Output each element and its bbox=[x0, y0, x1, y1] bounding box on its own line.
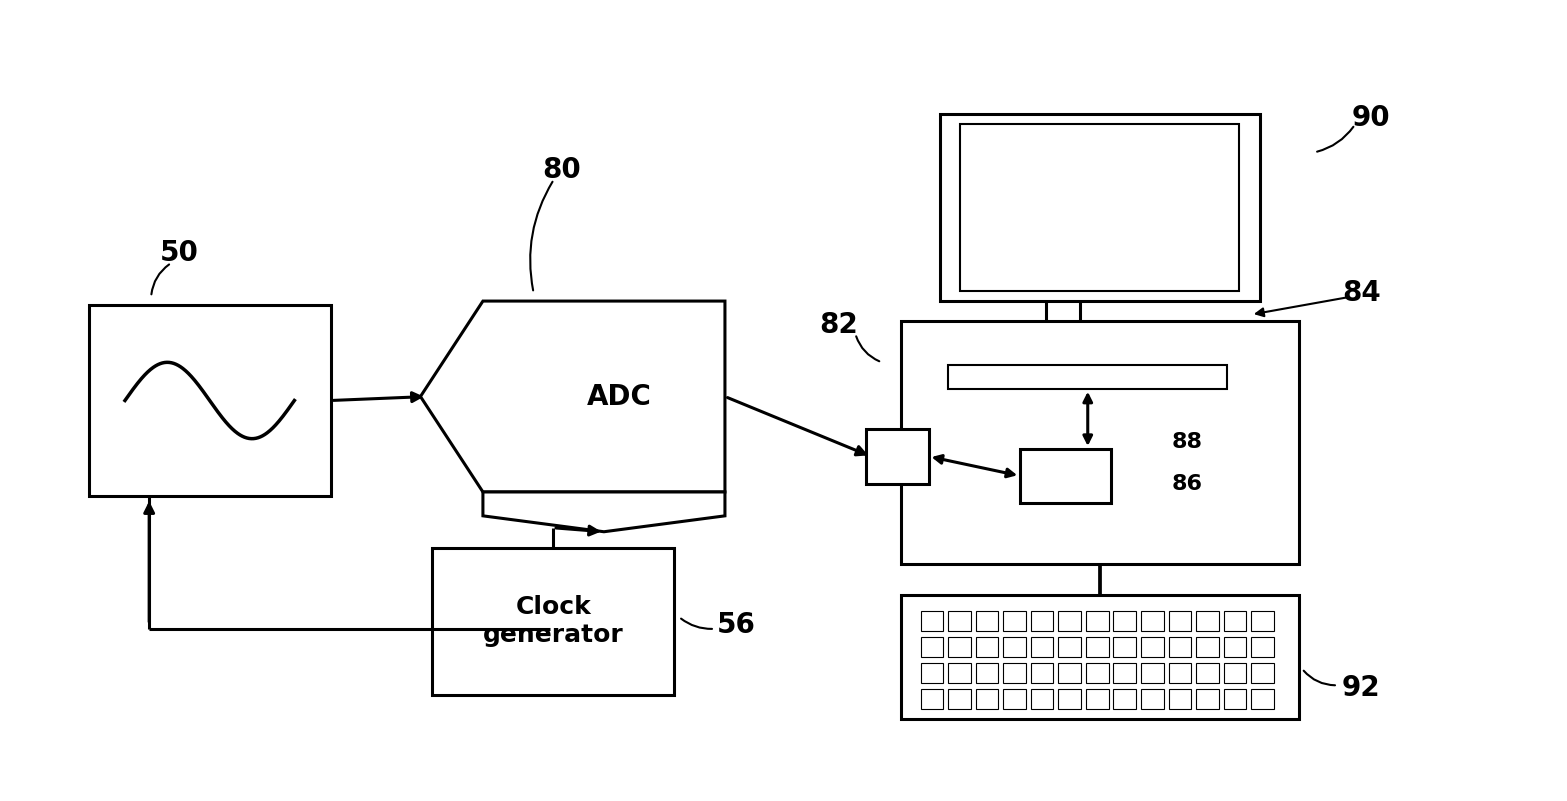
Bar bbox=[1252, 611, 1274, 631]
Bar bbox=[1058, 689, 1081, 709]
Bar bbox=[976, 689, 998, 709]
Bar bbox=[1058, 662, 1081, 683]
Bar bbox=[1224, 662, 1246, 683]
Bar bbox=[1031, 611, 1053, 631]
Bar bbox=[976, 611, 998, 631]
Bar bbox=[1141, 611, 1164, 631]
Text: 82: 82 bbox=[820, 311, 857, 339]
Bar bbox=[1086, 662, 1108, 683]
Bar bbox=[948, 364, 1227, 389]
Bar bbox=[1252, 689, 1274, 709]
Bar bbox=[920, 611, 943, 631]
Bar bbox=[1224, 689, 1246, 709]
Text: 56: 56 bbox=[718, 611, 757, 639]
Bar bbox=[1169, 637, 1191, 657]
Bar bbox=[961, 124, 1239, 291]
Text: 84: 84 bbox=[1341, 279, 1381, 307]
Bar bbox=[1114, 637, 1136, 657]
Bar bbox=[1086, 611, 1108, 631]
Bar bbox=[1003, 689, 1026, 709]
Text: Clock
generator: Clock generator bbox=[483, 595, 624, 647]
Bar bbox=[948, 637, 970, 657]
Bar bbox=[1169, 611, 1191, 631]
Bar bbox=[948, 689, 970, 709]
Bar bbox=[1114, 611, 1136, 631]
Bar bbox=[1252, 637, 1274, 657]
Bar bbox=[867, 429, 929, 484]
Text: 92: 92 bbox=[1341, 674, 1381, 702]
Text: 86: 86 bbox=[1172, 473, 1203, 493]
Bar bbox=[1169, 662, 1191, 683]
Bar bbox=[1224, 611, 1246, 631]
Bar bbox=[1252, 662, 1274, 683]
Bar bbox=[1141, 689, 1164, 709]
Bar bbox=[920, 637, 943, 657]
Bar bbox=[920, 662, 943, 683]
Bar bbox=[1196, 662, 1219, 683]
Bar bbox=[1086, 637, 1108, 657]
Bar bbox=[1020, 449, 1111, 503]
Bar bbox=[1058, 611, 1081, 631]
Bar bbox=[1003, 637, 1026, 657]
Bar bbox=[1086, 689, 1108, 709]
Bar bbox=[901, 321, 1299, 564]
Bar bbox=[1141, 637, 1164, 657]
Polygon shape bbox=[420, 301, 726, 492]
Bar bbox=[1141, 662, 1164, 683]
Bar bbox=[1196, 611, 1219, 631]
Text: 90: 90 bbox=[1351, 104, 1390, 132]
Bar bbox=[948, 662, 970, 683]
Bar bbox=[1196, 637, 1219, 657]
Bar bbox=[976, 662, 998, 683]
Bar bbox=[1196, 689, 1219, 709]
Bar bbox=[1058, 637, 1081, 657]
Bar bbox=[976, 637, 998, 657]
Bar bbox=[901, 595, 1299, 718]
Text: ADC: ADC bbox=[588, 383, 652, 411]
Bar bbox=[1031, 637, 1053, 657]
Bar bbox=[1224, 637, 1246, 657]
Text: 80: 80 bbox=[542, 156, 581, 183]
Bar bbox=[1003, 662, 1026, 683]
Bar bbox=[1114, 662, 1136, 683]
Bar bbox=[1031, 662, 1053, 683]
Text: 88: 88 bbox=[1172, 433, 1203, 453]
Bar bbox=[920, 689, 943, 709]
Bar bbox=[89, 305, 331, 496]
Bar bbox=[432, 548, 674, 694]
Bar bbox=[948, 611, 970, 631]
Polygon shape bbox=[483, 492, 726, 532]
Bar bbox=[1169, 689, 1191, 709]
Bar bbox=[1114, 689, 1136, 709]
Bar bbox=[940, 114, 1260, 301]
Bar bbox=[1031, 689, 1053, 709]
Text: 50: 50 bbox=[160, 239, 199, 268]
Bar bbox=[1003, 611, 1026, 631]
